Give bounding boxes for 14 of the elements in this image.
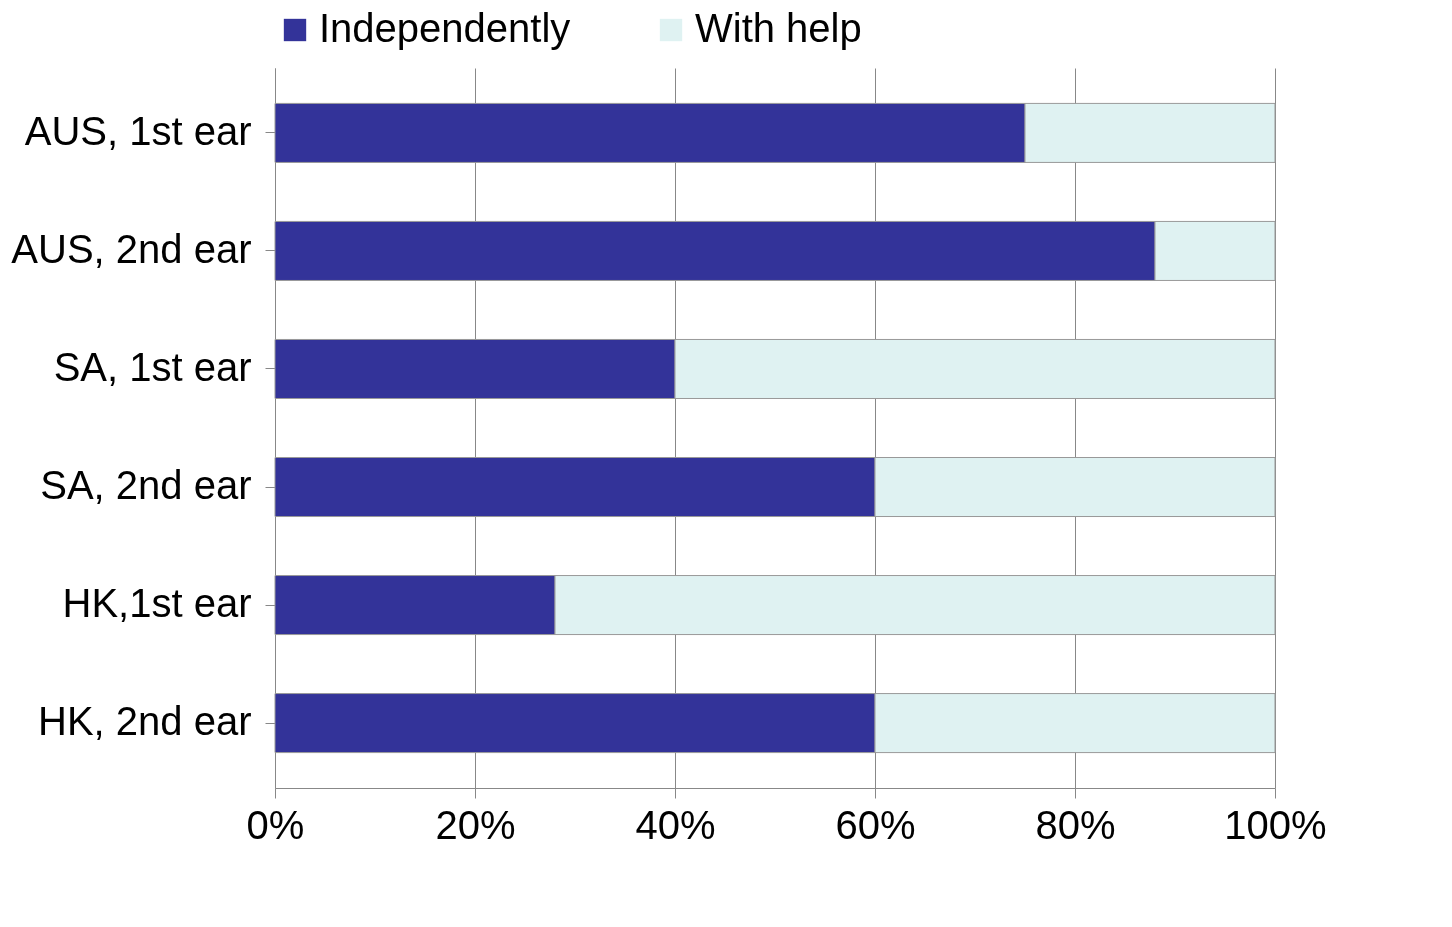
y-tick-label: AUS, 1st ear — [24, 108, 252, 153]
y-tick-label: HK,1st ear — [62, 581, 252, 626]
y-tick-label: SA, 1st ear — [53, 344, 252, 389]
y-tick-label: AUS, 2nd ear — [11, 226, 252, 271]
x-tick-label: 0% — [246, 802, 305, 847]
y-tick-label: SA, 2nd ear — [40, 463, 252, 508]
x-tick-label: 100% — [1224, 802, 1327, 847]
x-tick-label: 80% — [1035, 802, 1116, 847]
x-tick-label: 60% — [835, 802, 916, 847]
legend-label: Independently — [319, 6, 571, 50]
y-tick-label: HK, 2nd ear — [38, 699, 252, 744]
x-tick-label: 20% — [435, 802, 516, 847]
legend-label: With help — [695, 6, 862, 50]
x-tick-label: 40% — [635, 802, 716, 847]
